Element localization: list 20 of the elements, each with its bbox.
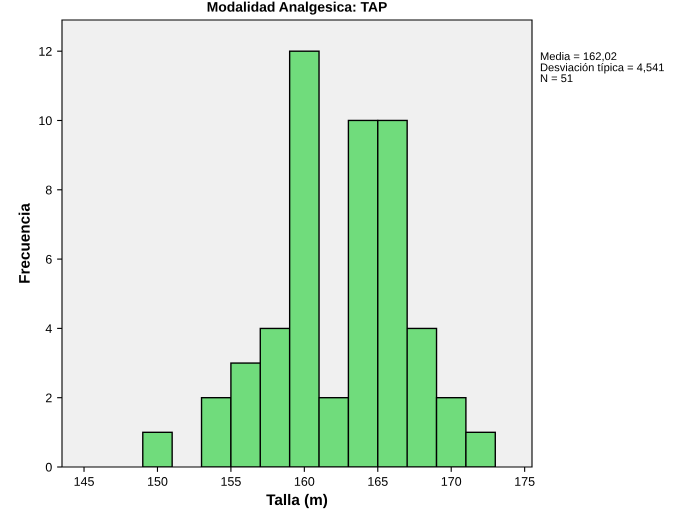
y-axis-title: Frecuencia: [18, 203, 30, 283]
x-tick-label: 155: [221, 477, 241, 486]
x-tick-label: 145: [74, 477, 94, 486]
text: Desviación típica = 4,541: [540, 63, 664, 74]
y-tick-label: 8: [46, 186, 52, 194]
x-tick-label: 150: [148, 477, 168, 486]
y-tick-label: 10: [39, 116, 52, 126]
x-tick-label: 170: [442, 477, 462, 486]
y-tick-label: 4: [46, 324, 52, 333]
x-tick-label: 175: [515, 477, 535, 486]
y-tick-label: 6: [46, 254, 52, 264]
x-tick-label: 160: [294, 477, 314, 486]
text: N = 51: [540, 74, 573, 82]
chart-title: Modalidad Analgesica: TAP: [208, 2, 387, 15]
y-tick-label: 12: [39, 46, 52, 56]
y-tick-label: 2: [46, 394, 52, 402]
x-axis-title: Talla (m): [266, 494, 328, 508]
text: Media = 162,02: [540, 52, 616, 62]
x-tick-label: 165: [368, 477, 388, 486]
y-tick-label: 0: [46, 462, 52, 472]
